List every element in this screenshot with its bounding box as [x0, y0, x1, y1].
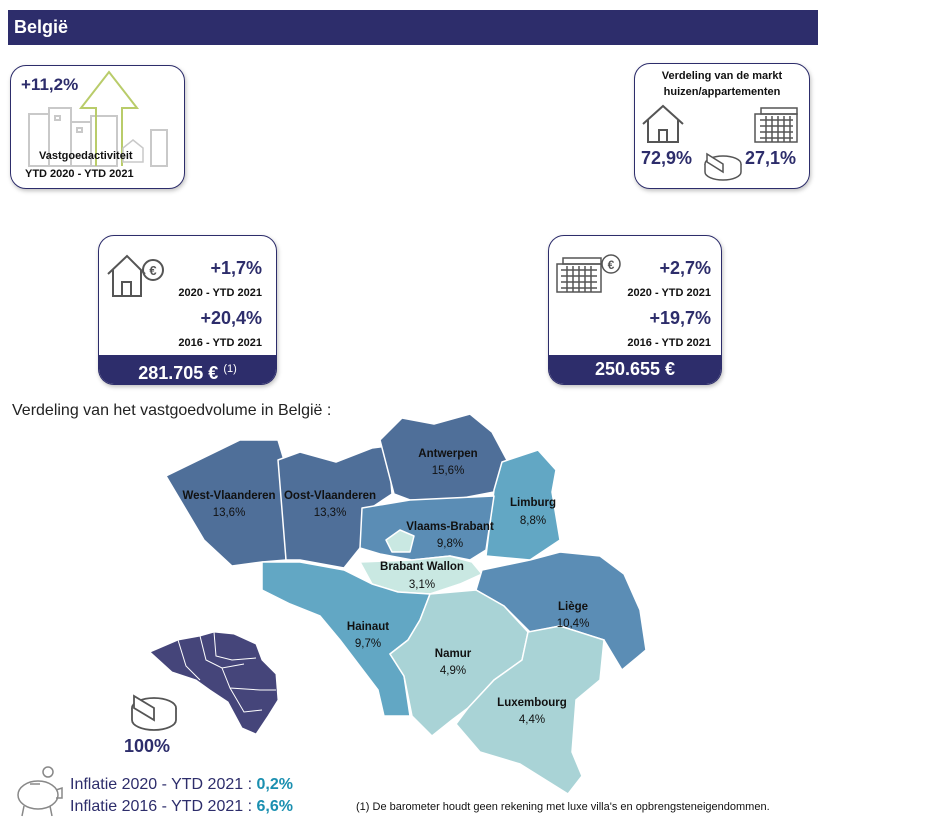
market-title-line1: Verdeling van de markt — [661, 70, 783, 82]
pie-chart-icon — [704, 152, 742, 181]
value-liege: 10,4% — [557, 618, 590, 630]
value-antwerpen: 15,6% — [432, 465, 465, 477]
belgium-overview-map — [149, 631, 279, 735]
province-west-vlaanderen — [165, 439, 287, 567]
header-bar: België — [8, 10, 818, 45]
page-title: België — [14, 17, 69, 37]
label-vlaams-brabant: Vlaams-Brabant — [406, 521, 494, 533]
apartment-euro-icon: € — [556, 254, 621, 293]
house-icon — [642, 104, 684, 143]
svg-text:€: € — [608, 258, 615, 272]
buildings-arrow-icon — [28, 70, 168, 167]
inflation-value-2: 6,6% — [256, 798, 293, 815]
apartment-pct-2: +19,7% — [649, 308, 711, 328]
province-luxembourg — [455, 625, 605, 795]
map-total: 100% — [124, 736, 171, 756]
house-euro-icon: € — [107, 254, 164, 297]
value-oost-vlaanderen: 13,3% — [314, 507, 347, 519]
footnote: (1) De barometer houdt geen rekening met… — [356, 801, 770, 813]
apartment-price-card: € +2,7% 2020 - YTD 2021 +19,7% 2016 - YT… — [548, 235, 722, 385]
house-price-band: 281.705 € (1) — [99, 355, 276, 384]
inflation-label-2: Inflatie 2016 - YTD 2021 : — [70, 798, 257, 815]
apartments-pct: 27,1% — [745, 148, 797, 168]
label-west-vlaanderen: West-Vlaanderen — [182, 490, 275, 502]
market-split-card: Verdeling van de markt huizen/appartemen… — [634, 63, 810, 189]
inflation-label-1: Inflatie 2020 - YTD 2021 : — [70, 776, 257, 793]
apartment-price: 250.655 € — [594, 359, 676, 379]
label-hainaut: Hainaut — [347, 621, 389, 633]
apartment-building-icon — [754, 107, 798, 143]
label-luxembourg: Luxembourg — [497, 697, 567, 709]
apartment-period-1: 2020 - YTD 2021 — [627, 287, 711, 299]
inflation-line-1: Inflatie 2020 - YTD 2021 : 0,2% — [70, 776, 293, 794]
pie-chart-icon — [131, 694, 177, 731]
value-brabant-wallon: 3,1% — [409, 579, 435, 591]
market-title-line2: huizen/appartementen — [663, 86, 781, 98]
label-antwerpen: Antwerpen — [418, 448, 477, 460]
houses-pct: 72,9% — [641, 148, 693, 168]
label-brabant-wallon: Brabant Wallon — [380, 561, 464, 573]
label-namur: Namur — [435, 648, 472, 660]
inflation-line-2: Inflatie 2016 - YTD 2021 : 6,6% — [70, 798, 293, 816]
label-oost-vlaanderen: Oost-Vlaanderen — [284, 490, 376, 502]
province-oost-vlaanderen — [277, 445, 393, 569]
province-brussels — [385, 529, 415, 553]
label-liege: Liège — [558, 601, 588, 613]
activity-card: +11,2% Vastgoedactiviteit YTD 2020 - YTD… — [10, 65, 185, 189]
house-price-note-ref: (1) — [223, 363, 237, 375]
house-price-card: € +1,7% 2020 - YTD 2021 +20,4% 2016 - YT… — [98, 235, 277, 385]
activity-pct: +11,2% — [21, 75, 79, 94]
apartment-pct-1: +2,7% — [659, 258, 711, 278]
inflation-value-1: 0,2% — [256, 776, 293, 793]
piggy-bank-icon — [17, 766, 63, 817]
map-title: Verdeling van het vastgoedvolume in Belg… — [12, 402, 332, 419]
value-vlaams-brabant: 9,8% — [437, 538, 463, 550]
activity-period: YTD 2020 - YTD 2021 — [25, 168, 134, 180]
province-namur — [389, 589, 529, 737]
market-icons — [642, 104, 798, 181]
value-hainaut: 9,7% — [355, 638, 381, 650]
value-west-vlaanderen: 13,6% — [213, 507, 246, 519]
house-pct-1: +1,7% — [210, 258, 262, 278]
svg-text:€: € — [149, 263, 156, 278]
value-limburg: 8,8% — [520, 515, 546, 527]
activity-label: Vastgoedactiviteit — [39, 150, 133, 162]
apartment-price-band: 250.655 € — [549, 355, 721, 384]
house-period-1: 2020 - YTD 2021 — [178, 287, 262, 299]
house-pct-2: +20,4% — [200, 308, 262, 328]
label-limburg: Limburg — [510, 497, 556, 509]
value-namur: 4,9% — [440, 665, 466, 677]
apartment-period-2: 2016 - YTD 2021 — [627, 337, 711, 349]
value-luxembourg: 4,4% — [519, 714, 545, 726]
house-period-2: 2016 - YTD 2021 — [178, 337, 262, 349]
house-price: 281.705 € — [138, 363, 219, 383]
